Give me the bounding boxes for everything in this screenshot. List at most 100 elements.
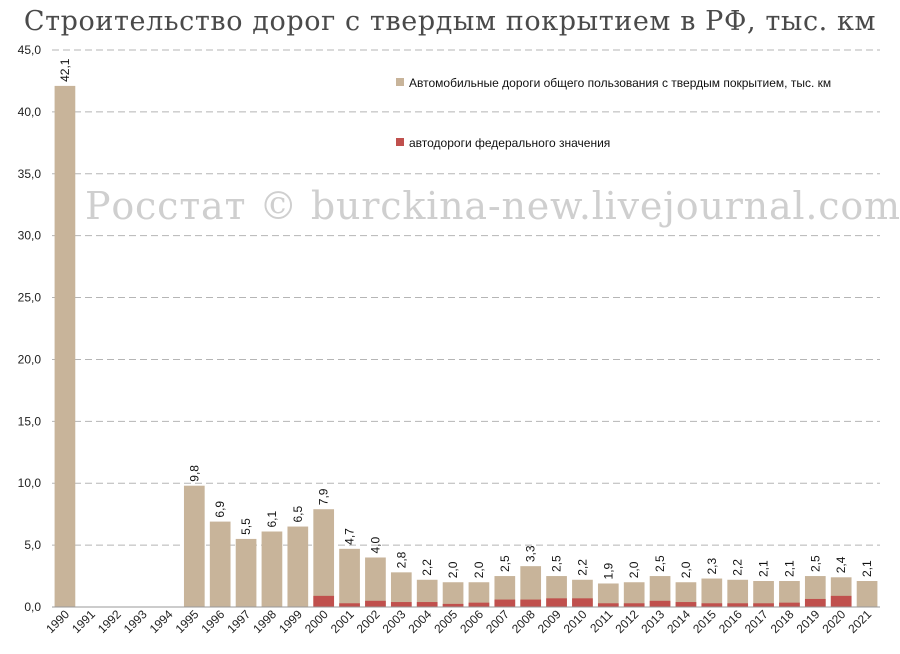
data-label-2009: 2,5 — [550, 555, 564, 572]
bar-general-2013 — [649, 576, 671, 607]
x-tick-label-2011: 2011 — [587, 607, 615, 635]
x-tick-label-1994: 1994 — [147, 607, 176, 636]
x-tick-label-2019: 2019 — [794, 607, 823, 636]
y-tick-label: 5,0 — [24, 538, 41, 552]
bar-general-1995 — [183, 485, 205, 607]
data-label-2005: 2,0 — [446, 561, 460, 578]
data-label-1990: 42,1 — [58, 58, 72, 82]
x-tick-label-1998: 1998 — [250, 607, 279, 636]
bar-federal-2017 — [753, 603, 774, 607]
bars — [54, 85, 878, 607]
bar-general-2006 — [468, 582, 490, 607]
x-axis-ticks: 1990199119921993199419951996199719981999… — [43, 607, 874, 636]
chart-title: Строительство дорог с твердым покрытием … — [23, 6, 877, 37]
y-tick-label: 35,0 — [18, 167, 42, 181]
bar-general-2002 — [365, 557, 386, 607]
bar-federal-2020 — [830, 595, 852, 607]
data-label-2016: 2,2 — [731, 559, 745, 576]
data-label-1997: 5,5 — [239, 518, 253, 535]
bar-general-2012 — [623, 582, 645, 607]
bar-federal-2011 — [597, 603, 619, 607]
data-labels: 42,1 9,8 6,9 5,5 6,1 6,5 7,9 4,7 4,0 2,8 2,2 2,0 2,0… — [58, 58, 874, 579]
bar-general-1997 — [235, 538, 257, 607]
x-tick-label-1996: 1996 — [199, 607, 228, 636]
bar-general-1998 — [261, 531, 283, 607]
bar-general-1996 — [209, 521, 231, 607]
bar-federal-2009 — [546, 598, 567, 607]
bar-federal-2004 — [416, 602, 438, 607]
data-label-2002: 4,0 — [368, 536, 382, 553]
bar-general-2008 — [520, 566, 542, 607]
data-label-2018: 2,1 — [782, 560, 796, 577]
data-label-2004: 2,2 — [420, 559, 434, 576]
bar-general-2001 — [339, 548, 360, 607]
data-label-2001: 4,7 — [343, 528, 357, 545]
x-tick-label-2005: 2005 — [431, 607, 460, 636]
data-label-1999: 6,5 — [291, 506, 305, 523]
data-label-2017: 2,1 — [757, 560, 771, 577]
y-tick-label: 40,0 — [18, 105, 42, 119]
x-tick-label-2008: 2008 — [509, 607, 538, 636]
x-tick-label-2010: 2010 — [561, 607, 590, 636]
x-tick-label-2007: 2007 — [483, 607, 512, 636]
data-label-2008: 3,3 — [524, 545, 538, 562]
x-tick-label-2020: 2020 — [820, 607, 849, 636]
x-tick-label-1993: 1993 — [121, 607, 150, 636]
bar-general-2004 — [416, 579, 438, 607]
x-tick-label-2009: 2009 — [535, 607, 564, 636]
legend-swatch-federal-roads — [396, 138, 404, 146]
x-tick-label-2004: 2004 — [406, 607, 435, 636]
data-label-2013: 2,5 — [653, 555, 667, 572]
bar-federal-2007 — [494, 599, 516, 607]
gridlines — [52, 49, 880, 546]
y-tick-label: 10,0 — [18, 476, 42, 490]
y-tick-label: 45,0 — [18, 43, 42, 57]
x-tick-label-1999: 1999 — [276, 607, 305, 636]
x-tick-label-2015: 2015 — [690, 607, 719, 636]
bar-general-2005 — [442, 582, 464, 607]
x-tick-label-2016: 2016 — [716, 607, 745, 636]
bar-federal-2018 — [779, 602, 800, 607]
bar-general-2021 — [856, 581, 878, 607]
bar-general-2018 — [779, 581, 800, 607]
x-tick-label-1991: 1991 — [69, 607, 98, 636]
data-label-2006: 2,0 — [472, 561, 486, 578]
data-label-2021: 2,1 — [860, 560, 874, 577]
y-tick-label: 30,0 — [18, 229, 42, 243]
bar-federal-2005 — [442, 603, 464, 607]
x-tick-label-2012: 2012 — [613, 607, 642, 636]
x-tick-label-2014: 2014 — [664, 607, 693, 636]
data-label-2007: 2,5 — [498, 555, 512, 572]
x-tick-label-1995: 1995 — [173, 607, 202, 636]
y-tick-label: 20,0 — [18, 352, 42, 366]
data-label-1996: 6,9 — [213, 501, 227, 518]
bar-general-2016 — [727, 579, 749, 607]
bar-general-1999 — [287, 526, 309, 607]
bar-federal-2019 — [804, 598, 826, 607]
bar-general-2003 — [390, 572, 412, 607]
data-label-1995: 9,8 — [187, 465, 201, 482]
x-tick-label-1990: 1990 — [43, 607, 72, 636]
data-label-2020: 2,4 — [834, 556, 848, 573]
bar-federal-2000 — [313, 595, 335, 607]
bar-federal-2014 — [675, 602, 697, 607]
x-tick-label-2002: 2002 — [354, 607, 383, 636]
legend-label-federal-roads: автодороги федерального значения — [409, 136, 610, 150]
bar-federal-2008 — [520, 599, 542, 607]
bar-federal-2002 — [365, 600, 386, 607]
bar-federal-2001 — [339, 603, 360, 607]
legend: Автомобильные дороги общего пользования … — [396, 76, 831, 150]
bar-federal-2006 — [468, 602, 490, 607]
bar-general-2015 — [701, 578, 723, 607]
data-label-1998: 6,1 — [265, 510, 279, 527]
data-label-2019: 2,5 — [808, 555, 822, 572]
bar-federal-2012 — [623, 603, 645, 607]
legend-label-general-roads: Автомобильные дороги общего пользования … — [409, 76, 831, 90]
data-label-2003: 2,8 — [394, 551, 408, 568]
bar-federal-2013 — [649, 600, 671, 607]
data-label-2010: 2,2 — [575, 559, 589, 576]
x-tick-label-1997: 1997 — [224, 607, 253, 636]
bar-general-2011 — [597, 583, 619, 607]
y-tick-label: 0,0 — [24, 600, 41, 614]
